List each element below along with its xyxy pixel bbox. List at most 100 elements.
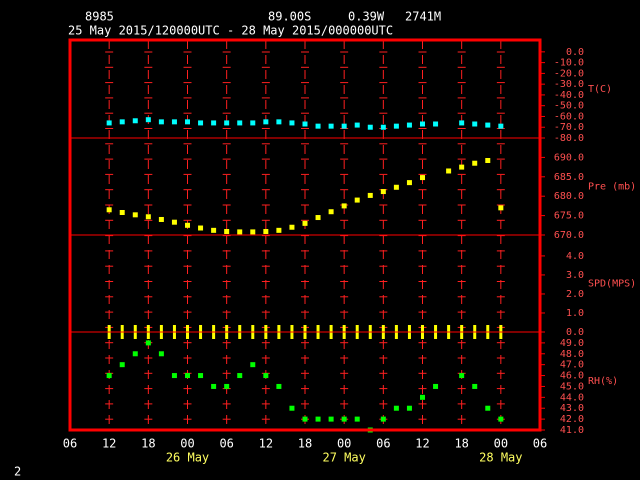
- y-tick-label: 45.0: [560, 381, 584, 392]
- period: 25 May 2015/120000UTC - 28 May 2015/0000…: [68, 24, 393, 38]
- point: [472, 121, 478, 127]
- point: [276, 383, 282, 389]
- point: [406, 122, 412, 128]
- point: [459, 373, 465, 379]
- point: [185, 373, 190, 379]
- x-tick-label: 18: [454, 437, 468, 451]
- point: [315, 416, 321, 422]
- y-tick-label: -10.0: [554, 58, 584, 69]
- point: [185, 222, 190, 228]
- x-tick-label: 06: [533, 437, 547, 451]
- y-tick-label: 675.0: [554, 211, 584, 222]
- longitude: 0.39W: [348, 10, 385, 24]
- point: [485, 405, 491, 411]
- point: [433, 121, 439, 127]
- point: [380, 416, 386, 422]
- y-tick-label: -80.0: [554, 133, 584, 144]
- point: [211, 383, 217, 389]
- point: [289, 405, 295, 411]
- point: [145, 214, 151, 220]
- y-tick-label: 4.0: [566, 251, 584, 262]
- axis-label: T(C): [588, 84, 612, 95]
- latitude: 89.00S: [268, 10, 311, 24]
- point: [459, 164, 465, 170]
- x-tick-label: 06: [219, 437, 233, 451]
- page-number: 2: [14, 465, 21, 479]
- axis-label: Pre (mb): [588, 182, 636, 193]
- point: [171, 373, 177, 379]
- y-tick-label: 49.0: [560, 338, 584, 349]
- point: [341, 123, 347, 129]
- point: [472, 383, 478, 389]
- point: [171, 219, 177, 225]
- point: [420, 121, 425, 127]
- y-tick-label: 0.0: [566, 327, 584, 338]
- point: [106, 207, 112, 213]
- y-tick-label: -20.0: [554, 68, 584, 79]
- x-tick-label: 06: [376, 437, 390, 451]
- x-tick-label: 06: [63, 437, 77, 451]
- point: [158, 119, 164, 125]
- point: [132, 212, 138, 218]
- point: [315, 215, 321, 221]
- point: [433, 383, 439, 389]
- x-tick-label: 00: [337, 437, 351, 451]
- point: [119, 119, 125, 125]
- point: [459, 120, 465, 126]
- point: [132, 351, 138, 357]
- point: [302, 220, 308, 226]
- plot-frame: [68, 38, 542, 432]
- point: [119, 362, 125, 368]
- y-tick-label: 44.0: [560, 392, 584, 403]
- point: [367, 124, 373, 130]
- point: [198, 225, 204, 231]
- y-tick-label: -50.0: [554, 101, 584, 112]
- point: [354, 416, 360, 422]
- point: [393, 123, 399, 129]
- point: [237, 373, 243, 379]
- y-tick-label: 680.0: [554, 191, 584, 202]
- point: [354, 122, 360, 128]
- x-tick-label: 18: [298, 437, 312, 451]
- point: [237, 229, 243, 235]
- y-tick-label: -70.0: [554, 122, 584, 133]
- x-tick-label: 00: [494, 437, 508, 451]
- point: [106, 373, 112, 379]
- y-tick-label: 42.0: [560, 414, 584, 425]
- point: [250, 229, 256, 235]
- point: [420, 394, 425, 400]
- point: [276, 119, 282, 125]
- point: [341, 416, 347, 422]
- point: [341, 203, 347, 209]
- point: [158, 216, 164, 222]
- station-id: 8985: [85, 10, 114, 24]
- point: [263, 229, 269, 235]
- point: [315, 123, 321, 129]
- point: [393, 405, 399, 411]
- point: [446, 168, 452, 174]
- point: [224, 120, 230, 126]
- point: [472, 160, 478, 166]
- point: [367, 192, 373, 198]
- x-tick-label: 00: [180, 437, 194, 451]
- point: [380, 189, 386, 195]
- y-tick-label: 46.0: [560, 371, 584, 382]
- y-tick-label: 48.0: [560, 349, 584, 360]
- point: [158, 351, 164, 357]
- point: [302, 416, 308, 422]
- point: [380, 124, 386, 130]
- point: [328, 209, 334, 215]
- axis-label: SPD(MPS): [588, 279, 636, 290]
- point: [289, 224, 295, 230]
- y-tick-label: 1.0: [566, 308, 584, 319]
- y-tick-label: 690.0: [554, 152, 584, 163]
- x-tick-label: 12: [259, 437, 273, 451]
- point: [211, 120, 217, 126]
- point: [224, 383, 230, 389]
- point: [224, 229, 230, 235]
- y-tick-label: 670.0: [554, 230, 584, 241]
- point: [145, 117, 151, 123]
- y-tick-label: 41.0: [560, 425, 584, 436]
- y-tick-label: 0.0: [566, 47, 584, 58]
